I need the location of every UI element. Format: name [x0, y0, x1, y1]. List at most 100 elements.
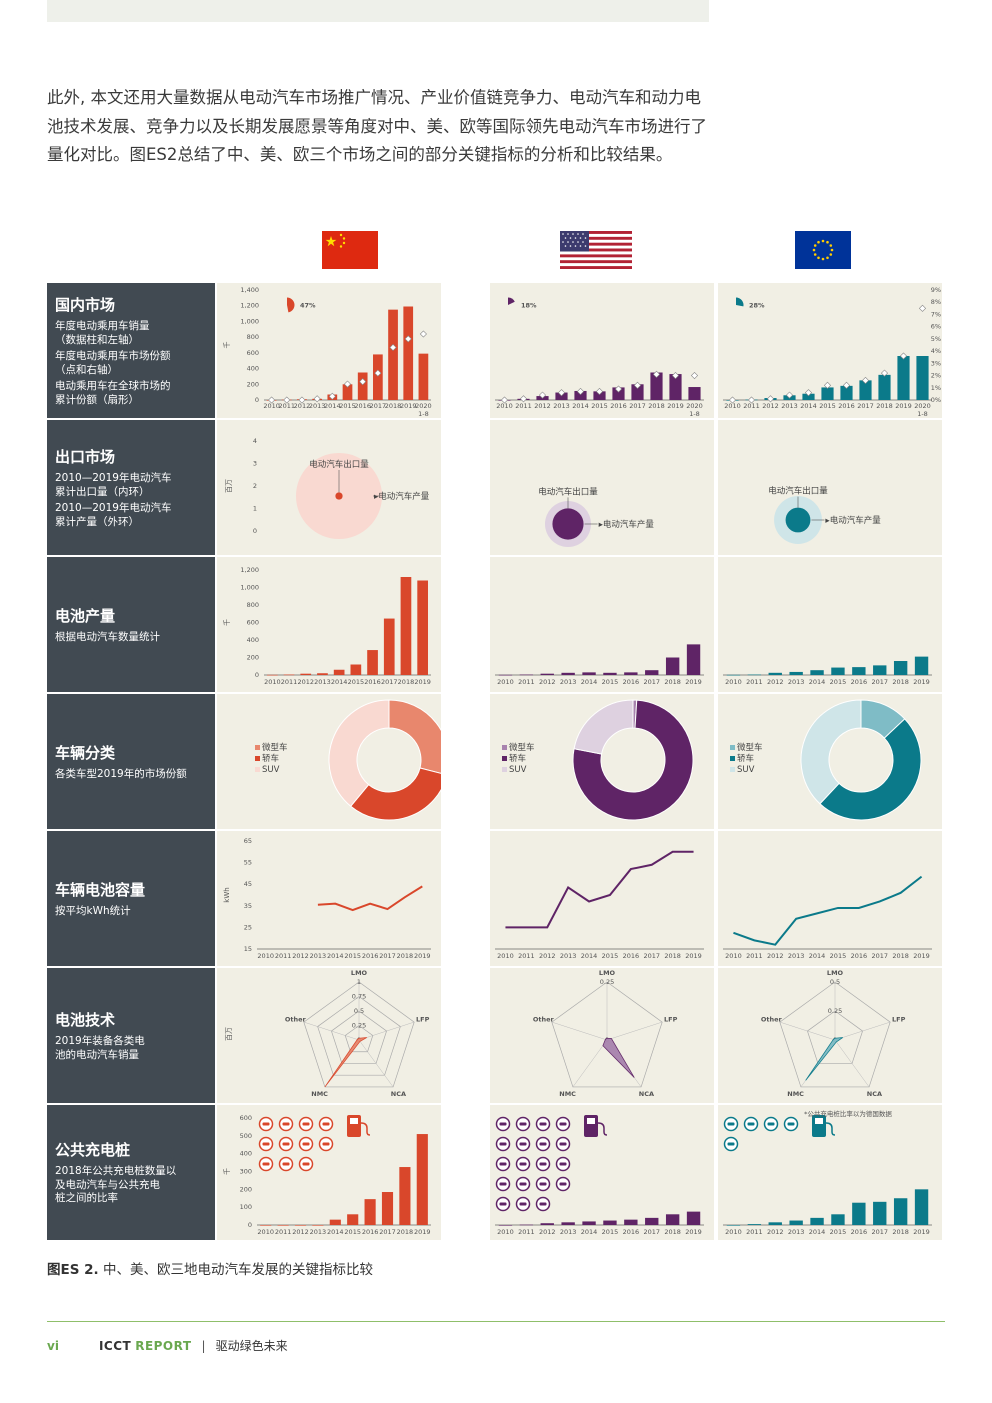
x-tick-label: 2011	[515, 402, 532, 410]
legend-swatch	[502, 745, 507, 750]
right-y-tick-label: 0%	[931, 396, 941, 404]
market-share-point	[389, 343, 397, 351]
market-share-point	[374, 369, 382, 377]
donut-slice	[573, 699, 634, 755]
x-tick-label: 2019	[913, 1228, 930, 1236]
x-tick-label: 2017	[379, 1228, 396, 1236]
eu-flag-icon	[795, 231, 851, 269]
production-label: ▸电动汽车产量	[825, 515, 881, 526]
x-tick-label: 2013	[310, 1228, 327, 1236]
radar-tick: 0.5	[354, 1007, 364, 1015]
right-y-tick-label: 1%	[931, 384, 941, 392]
x-tick-label: 2010	[725, 1228, 742, 1236]
x-tick-label: 2012	[297, 678, 314, 686]
bar	[540, 673, 554, 675]
market-share-point	[918, 304, 927, 312]
x-tick-label: 2013	[560, 1228, 577, 1236]
ev-car-icon-body	[499, 1122, 507, 1126]
x-tick-label: 2011	[275, 952, 292, 960]
radar-tick: 1	[357, 978, 361, 986]
chart-svg: 2010 2011 2012 2013 2014 2015 2016 2017 2018 2019	[495, 644, 704, 686]
bar	[329, 1219, 341, 1225]
x-tick-label: 2010	[725, 952, 742, 960]
right-y-tick-label: 2%	[931, 372, 941, 380]
bar	[665, 1214, 680, 1225]
bar	[498, 1225, 513, 1226]
y-tick-label: 15	[244, 945, 252, 953]
radar-axis-label: LMO	[827, 969, 844, 977]
x-tick-label: 2010	[263, 402, 280, 410]
bar	[831, 1214, 845, 1225]
radar-data-polygon	[805, 1037, 843, 1081]
ev-car-icon-body	[519, 1182, 527, 1186]
x-tick-label: 2015	[830, 678, 847, 686]
y-axis-unit: 百万	[225, 479, 233, 493]
chart-cell-domestic-china: 0 200 400 600 800 1,000 1,200 1,400 千 2010 2011 201…	[217, 283, 441, 418]
legend-label: SUV	[509, 765, 527, 775]
chart-cell-segments-us: 微型车 轿车 SUV	[490, 694, 714, 829]
legend-label: 轿车	[737, 753, 754, 764]
market-share-point	[500, 396, 509, 404]
ev-car-icon-body	[747, 1122, 755, 1126]
global-share-pie	[508, 297, 515, 305]
x-tick-label: 2017	[643, 678, 660, 686]
y-tick-label: 1	[253, 505, 257, 513]
export-circle	[785, 507, 811, 533]
y-tick-label: 2	[253, 482, 257, 490]
ev-car-icon-body	[302, 1162, 310, 1166]
chart-cell-capacity-china: 15 25 35 45 55 65 kWh 2010 2011 2012 2013 2014 2015 2…	[217, 831, 441, 966]
x-tick-label: 2011	[746, 1228, 763, 1236]
donut-slice	[350, 767, 441, 821]
x-tick-label: 2014	[581, 678, 598, 686]
x-tick-label: 2019	[913, 678, 930, 686]
x-tick-label: 2014	[809, 678, 826, 686]
y-tick-label: 800	[247, 601, 259, 609]
row-label-charging: 公共充电桩 2018年公共充电桩数量以 及电动汽车与公共充电 桩之间的比率	[47, 1105, 215, 1240]
market-share-point	[576, 387, 585, 395]
ev-car-icon-body	[727, 1122, 735, 1126]
ev-car-icon-body	[519, 1122, 527, 1126]
right-y-tick-label: 6%	[931, 323, 941, 331]
donut-slice	[388, 699, 441, 774]
radar-axis-label: Other	[285, 1015, 307, 1023]
market-share-point	[747, 396, 756, 404]
bar	[686, 644, 701, 675]
row-desc: 年度电动乘用车销量 （数据柱和左轴）	[55, 320, 150, 346]
bar	[650, 372, 663, 400]
bar	[519, 674, 534, 676]
x-tick-label: 2016	[623, 952, 640, 960]
bar	[312, 1225, 324, 1226]
export-circle	[335, 492, 343, 500]
charging-cable	[597, 1122, 608, 1136]
bar	[373, 354, 383, 400]
export-label: 电动汽车出口量	[309, 459, 369, 470]
legend-swatch	[255, 756, 260, 761]
radar-axis-label: NMC	[787, 1090, 804, 1098]
x-tick-label: 2017	[871, 678, 888, 686]
chart-cell-segments-eu: 微型车 轿车 SUV	[718, 694, 942, 829]
x-tick-label: 2016	[851, 1228, 868, 1236]
bar	[665, 657, 680, 675]
ev-car-icon-body	[322, 1122, 330, 1126]
market-share-point	[519, 395, 528, 403]
x-tick-label: 2010	[724, 402, 741, 410]
chart-cell-charging-us: 2010 2011 2012 2013 2014 2015 2016 2017 2018 2019	[490, 1105, 714, 1240]
row-label-segments: 车辆分类 各类车型2019年的市场份额	[47, 694, 215, 829]
bar	[277, 1225, 289, 1226]
production-label: ▸电动汽车产量	[599, 519, 655, 530]
row-title: 车辆分类	[55, 743, 116, 762]
y-tick-label: 4	[253, 437, 257, 445]
x-tick-label: 2014	[581, 1228, 598, 1236]
legend-label: 微型车	[262, 742, 288, 753]
donut-slice	[800, 699, 862, 805]
x-tick-label: 2012	[539, 952, 556, 960]
figure-caption: 图ES 2. 中、美、欧三地电动汽车发展的关键指标比较	[47, 1258, 373, 1278]
bar	[603, 672, 617, 675]
right-y-tick-label: 4%	[931, 347, 941, 355]
x-tick-label: 2019	[414, 952, 431, 960]
radar-spoke	[358, 1021, 415, 1041]
bar	[561, 1222, 575, 1225]
x-tick-label: 2018	[385, 402, 402, 410]
bar	[810, 1217, 824, 1225]
chart-cell-export-eu: 电动汽车出口量 ▸电动汽车产量	[718, 420, 942, 555]
